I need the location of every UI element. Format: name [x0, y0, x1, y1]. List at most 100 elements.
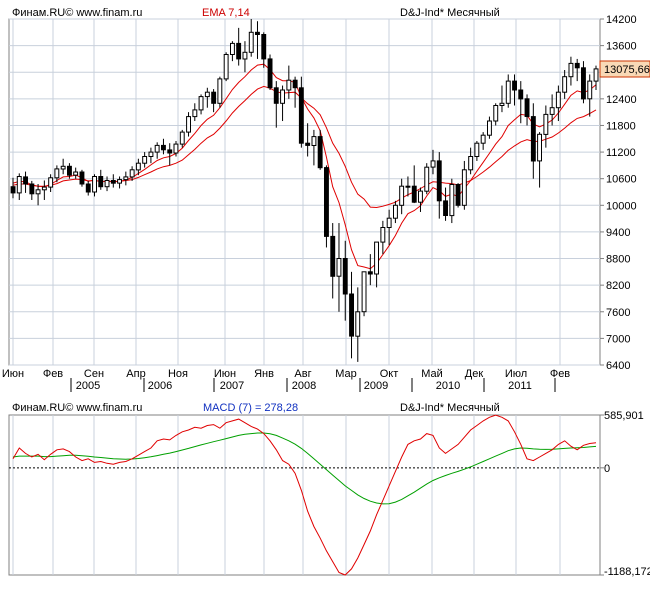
- candle: [179, 129, 185, 148]
- candle-body-down: [298, 87, 304, 144]
- candle: [129, 166, 135, 181]
- candle: [317, 129, 323, 170]
- candle-body-down: [273, 87, 279, 104]
- candle: [449, 178, 455, 224]
- price-ytick-label: 6400: [606, 360, 630, 372]
- candle-body-down: [261, 34, 267, 60]
- candle-body-up: [380, 227, 386, 243]
- candle: [562, 70, 568, 99]
- candle: [261, 32, 267, 68]
- candle-body-up: [204, 91, 210, 98]
- candle-body-down: [530, 116, 536, 162]
- candle: [549, 94, 555, 126]
- candle-body-up: [568, 62, 574, 78]
- candle: [41, 180, 47, 200]
- candle: [154, 142, 160, 159]
- candle-body-up: [179, 131, 185, 145]
- candle-body-up: [430, 160, 436, 168]
- candle: [399, 178, 405, 215]
- candle: [73, 167, 79, 179]
- candle-body-up: [311, 136, 317, 147]
- year-label: 2010: [436, 380, 460, 392]
- year-label: 2011: [508, 380, 532, 392]
- candle-body-up: [48, 177, 54, 188]
- month-label: Дек: [465, 368, 484, 380]
- candle-body-up: [355, 311, 361, 337]
- candle: [29, 180, 35, 200]
- candle-body-down: [317, 136, 323, 169]
- candle-body-up: [424, 166, 430, 192]
- candle-body-up: [405, 185, 411, 188]
- candle: [16, 173, 22, 200]
- candle: [67, 163, 72, 179]
- candle: [242, 41, 248, 73]
- candle: [211, 89, 217, 113]
- candle-body-up: [487, 120, 492, 136]
- candle-body-up: [248, 31, 254, 53]
- month-label: Янв: [254, 368, 274, 380]
- candle-body-up: [60, 165, 66, 170]
- month-label: Сен: [84, 368, 104, 380]
- candle-body-down: [305, 142, 311, 146]
- candle-body-up: [543, 113, 549, 135]
- candle: [568, 56, 574, 86]
- candle-body-up: [505, 80, 511, 104]
- year-label: 2005: [76, 380, 100, 392]
- candle-body-down: [85, 183, 91, 193]
- price-instrument-label: D&J-Ind* Месячный: [400, 7, 500, 19]
- candle-body-up: [154, 144, 160, 153]
- candle-body-down: [255, 31, 260, 35]
- year-label: 2009: [364, 380, 388, 392]
- macd-panel-frame: [8, 414, 601, 576]
- last-price-badge: [599, 60, 650, 78]
- candle-body-up: [35, 189, 41, 195]
- candle-body-up: [493, 105, 499, 122]
- candle-body-up: [418, 190, 423, 203]
- price-ytick-label: 7000: [606, 333, 630, 345]
- candle-body-up: [480, 134, 486, 144]
- candle: [79, 169, 85, 187]
- candle: [587, 74, 593, 117]
- candle: [54, 165, 60, 183]
- candle: [286, 65, 292, 99]
- candle: [537, 132, 542, 188]
- candle: [418, 187, 423, 212]
- candle-body-up: [223, 54, 229, 80]
- candle: [493, 103, 499, 126]
- candle: [543, 105, 549, 148]
- candle-body-up: [142, 156, 148, 164]
- candle-body-up: [198, 96, 204, 111]
- price-source-label: Финам.RU© www.finam.ru: [12, 7, 142, 19]
- candle: [411, 165, 417, 204]
- candle-body-up: [280, 89, 286, 104]
- candle-body-down: [98, 176, 104, 188]
- candle: [393, 200, 398, 224]
- candle-body-down: [236, 42, 242, 60]
- candle-body-up: [54, 168, 60, 179]
- month-label: Май: [421, 368, 443, 380]
- candle: [361, 271, 367, 317]
- candle-body-down: [161, 144, 166, 151]
- candle: [192, 103, 198, 122]
- candle-body-up: [468, 156, 474, 171]
- candle: [405, 176, 411, 197]
- candle: [273, 81, 279, 128]
- candle-body-up: [73, 171, 79, 176]
- candle: [85, 180, 91, 196]
- candle: [574, 58, 580, 82]
- candle: [161, 138, 166, 155]
- price-ytick-label: 10000: [606, 200, 637, 212]
- candle: [198, 94, 204, 115]
- candle-body-down: [67, 165, 72, 176]
- candle-body-down: [581, 67, 586, 100]
- candle-body-up: [562, 76, 568, 93]
- candle: [255, 21, 260, 59]
- price-ytick-label: 13600: [606, 41, 637, 53]
- candle: [330, 223, 336, 299]
- candle: [204, 87, 210, 108]
- candle: [530, 103, 536, 179]
- candle-body-down: [349, 293, 355, 337]
- candle: [555, 85, 561, 122]
